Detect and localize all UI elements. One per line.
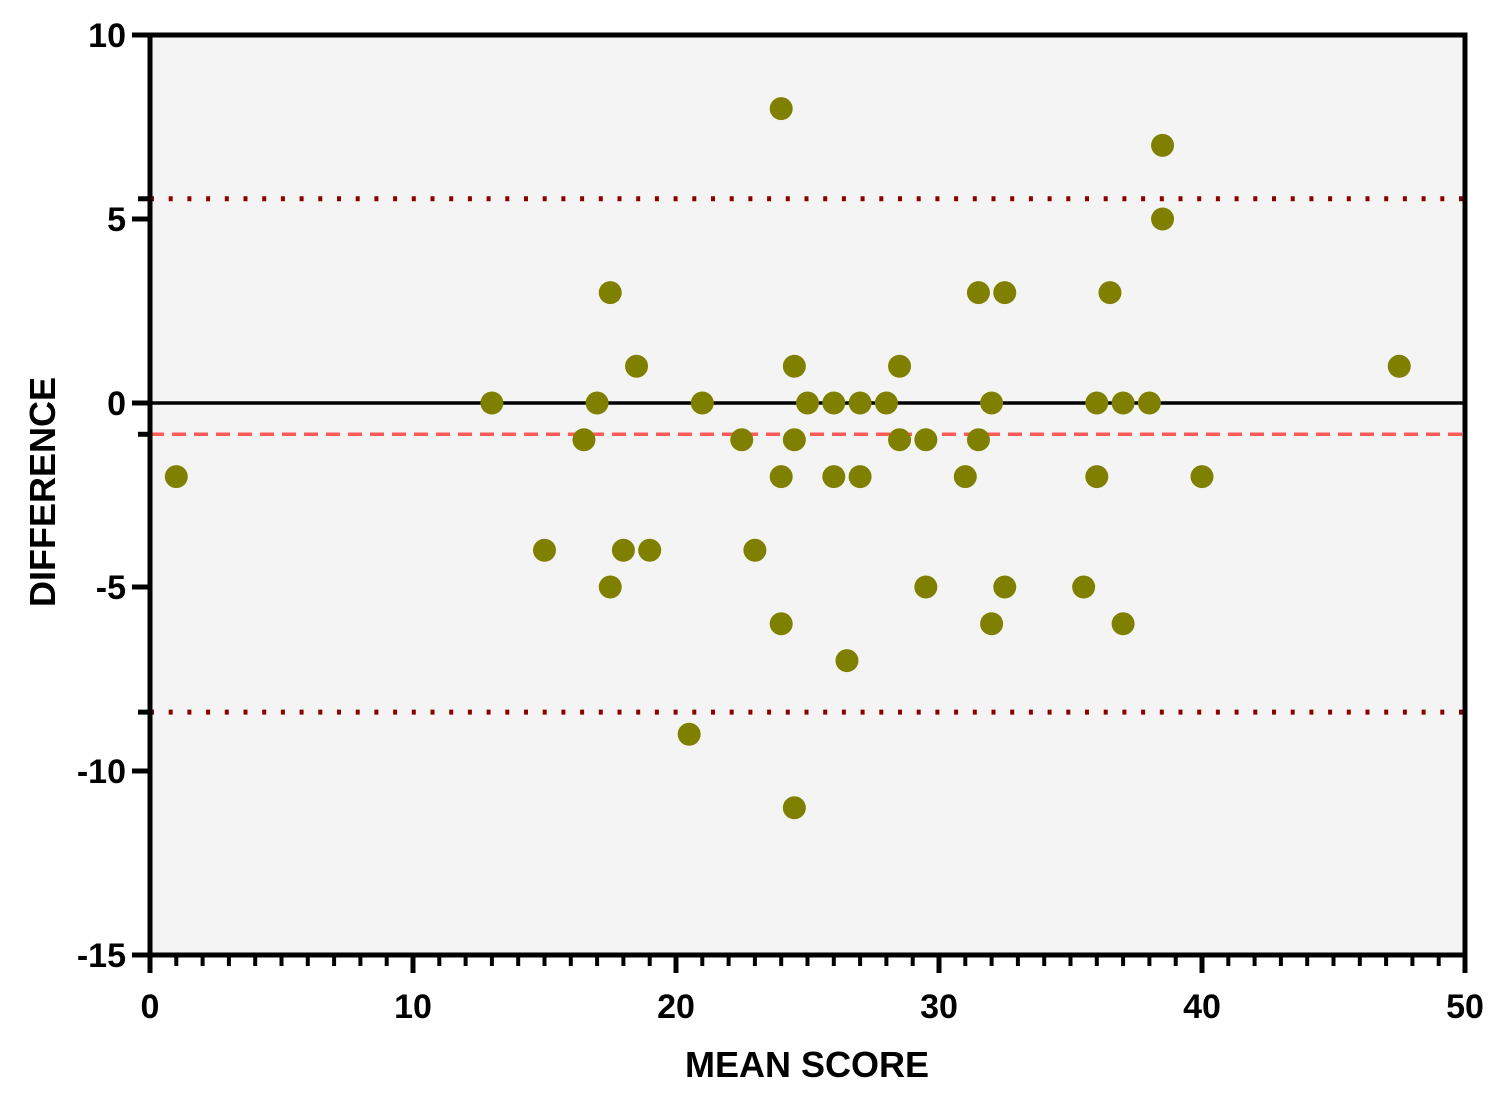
data-point bbox=[782, 796, 806, 820]
y-axis: 10 5 0 -5 -10 -15 bbox=[77, 17, 150, 975]
x-tick-label: 10 bbox=[394, 988, 432, 1026]
x-tick-label: 40 bbox=[1183, 988, 1221, 1026]
data-point bbox=[888, 354, 912, 378]
data-point bbox=[1085, 391, 1109, 415]
data-point bbox=[848, 465, 872, 489]
data-point bbox=[1387, 354, 1411, 378]
data-point bbox=[598, 575, 622, 599]
data-point bbox=[164, 465, 188, 489]
data-point bbox=[480, 391, 504, 415]
plot-background bbox=[150, 35, 1465, 955]
data-point bbox=[1151, 133, 1175, 157]
data-points bbox=[164, 97, 1411, 820]
data-point bbox=[611, 538, 635, 562]
data-point bbox=[914, 428, 938, 452]
x-axis-title: MEAN SCORE bbox=[685, 1044, 929, 1085]
data-point bbox=[914, 575, 938, 599]
data-point bbox=[888, 428, 912, 452]
data-point bbox=[1072, 575, 1096, 599]
data-point bbox=[598, 281, 622, 305]
data-point bbox=[769, 465, 793, 489]
data-point bbox=[730, 428, 754, 452]
x-tick-label: 0 bbox=[141, 988, 160, 1026]
data-point bbox=[1098, 281, 1122, 305]
data-point bbox=[1137, 391, 1161, 415]
x-tick-label: 30 bbox=[920, 988, 958, 1026]
data-point bbox=[585, 391, 609, 415]
y-tick-label: 10 bbox=[88, 17, 126, 55]
data-point bbox=[953, 465, 977, 489]
y-tick-label: 0 bbox=[107, 385, 126, 423]
data-point bbox=[533, 538, 556, 562]
data-point bbox=[822, 391, 846, 415]
data-point bbox=[835, 649, 859, 673]
data-point bbox=[993, 281, 1017, 305]
data-point bbox=[743, 538, 767, 562]
y-tick-label: -15 bbox=[77, 937, 126, 975]
data-point bbox=[822, 465, 846, 489]
data-point bbox=[1111, 612, 1135, 636]
data-point bbox=[782, 354, 806, 378]
data-point bbox=[966, 428, 990, 452]
data-point bbox=[980, 391, 1004, 415]
data-point bbox=[782, 428, 806, 452]
y-axis-title: DIFFERENCE bbox=[22, 377, 63, 607]
data-point bbox=[1151, 207, 1175, 231]
data-point bbox=[690, 391, 714, 415]
y-tick-label: -10 bbox=[77, 753, 126, 791]
y-tick-label: -5 bbox=[96, 569, 126, 607]
x-tick-label: 20 bbox=[657, 988, 695, 1026]
x-axis: 0 10 20 30 40 50 bbox=[141, 955, 1484, 1026]
data-point bbox=[796, 391, 819, 415]
data-point bbox=[993, 575, 1017, 599]
data-point bbox=[1111, 391, 1135, 415]
data-point bbox=[874, 391, 898, 415]
y-tick-label: 5 bbox=[107, 201, 126, 239]
data-point bbox=[677, 722, 701, 746]
data-point bbox=[769, 97, 793, 121]
data-point bbox=[1085, 465, 1109, 489]
data-point bbox=[572, 428, 596, 452]
data-point bbox=[1190, 465, 1214, 489]
data-point bbox=[769, 612, 793, 636]
x-tick-label: 50 bbox=[1446, 988, 1484, 1026]
data-point bbox=[625, 354, 649, 378]
data-point bbox=[980, 612, 1004, 636]
data-point bbox=[638, 538, 662, 562]
data-point bbox=[966, 281, 990, 305]
data-point bbox=[848, 391, 872, 415]
